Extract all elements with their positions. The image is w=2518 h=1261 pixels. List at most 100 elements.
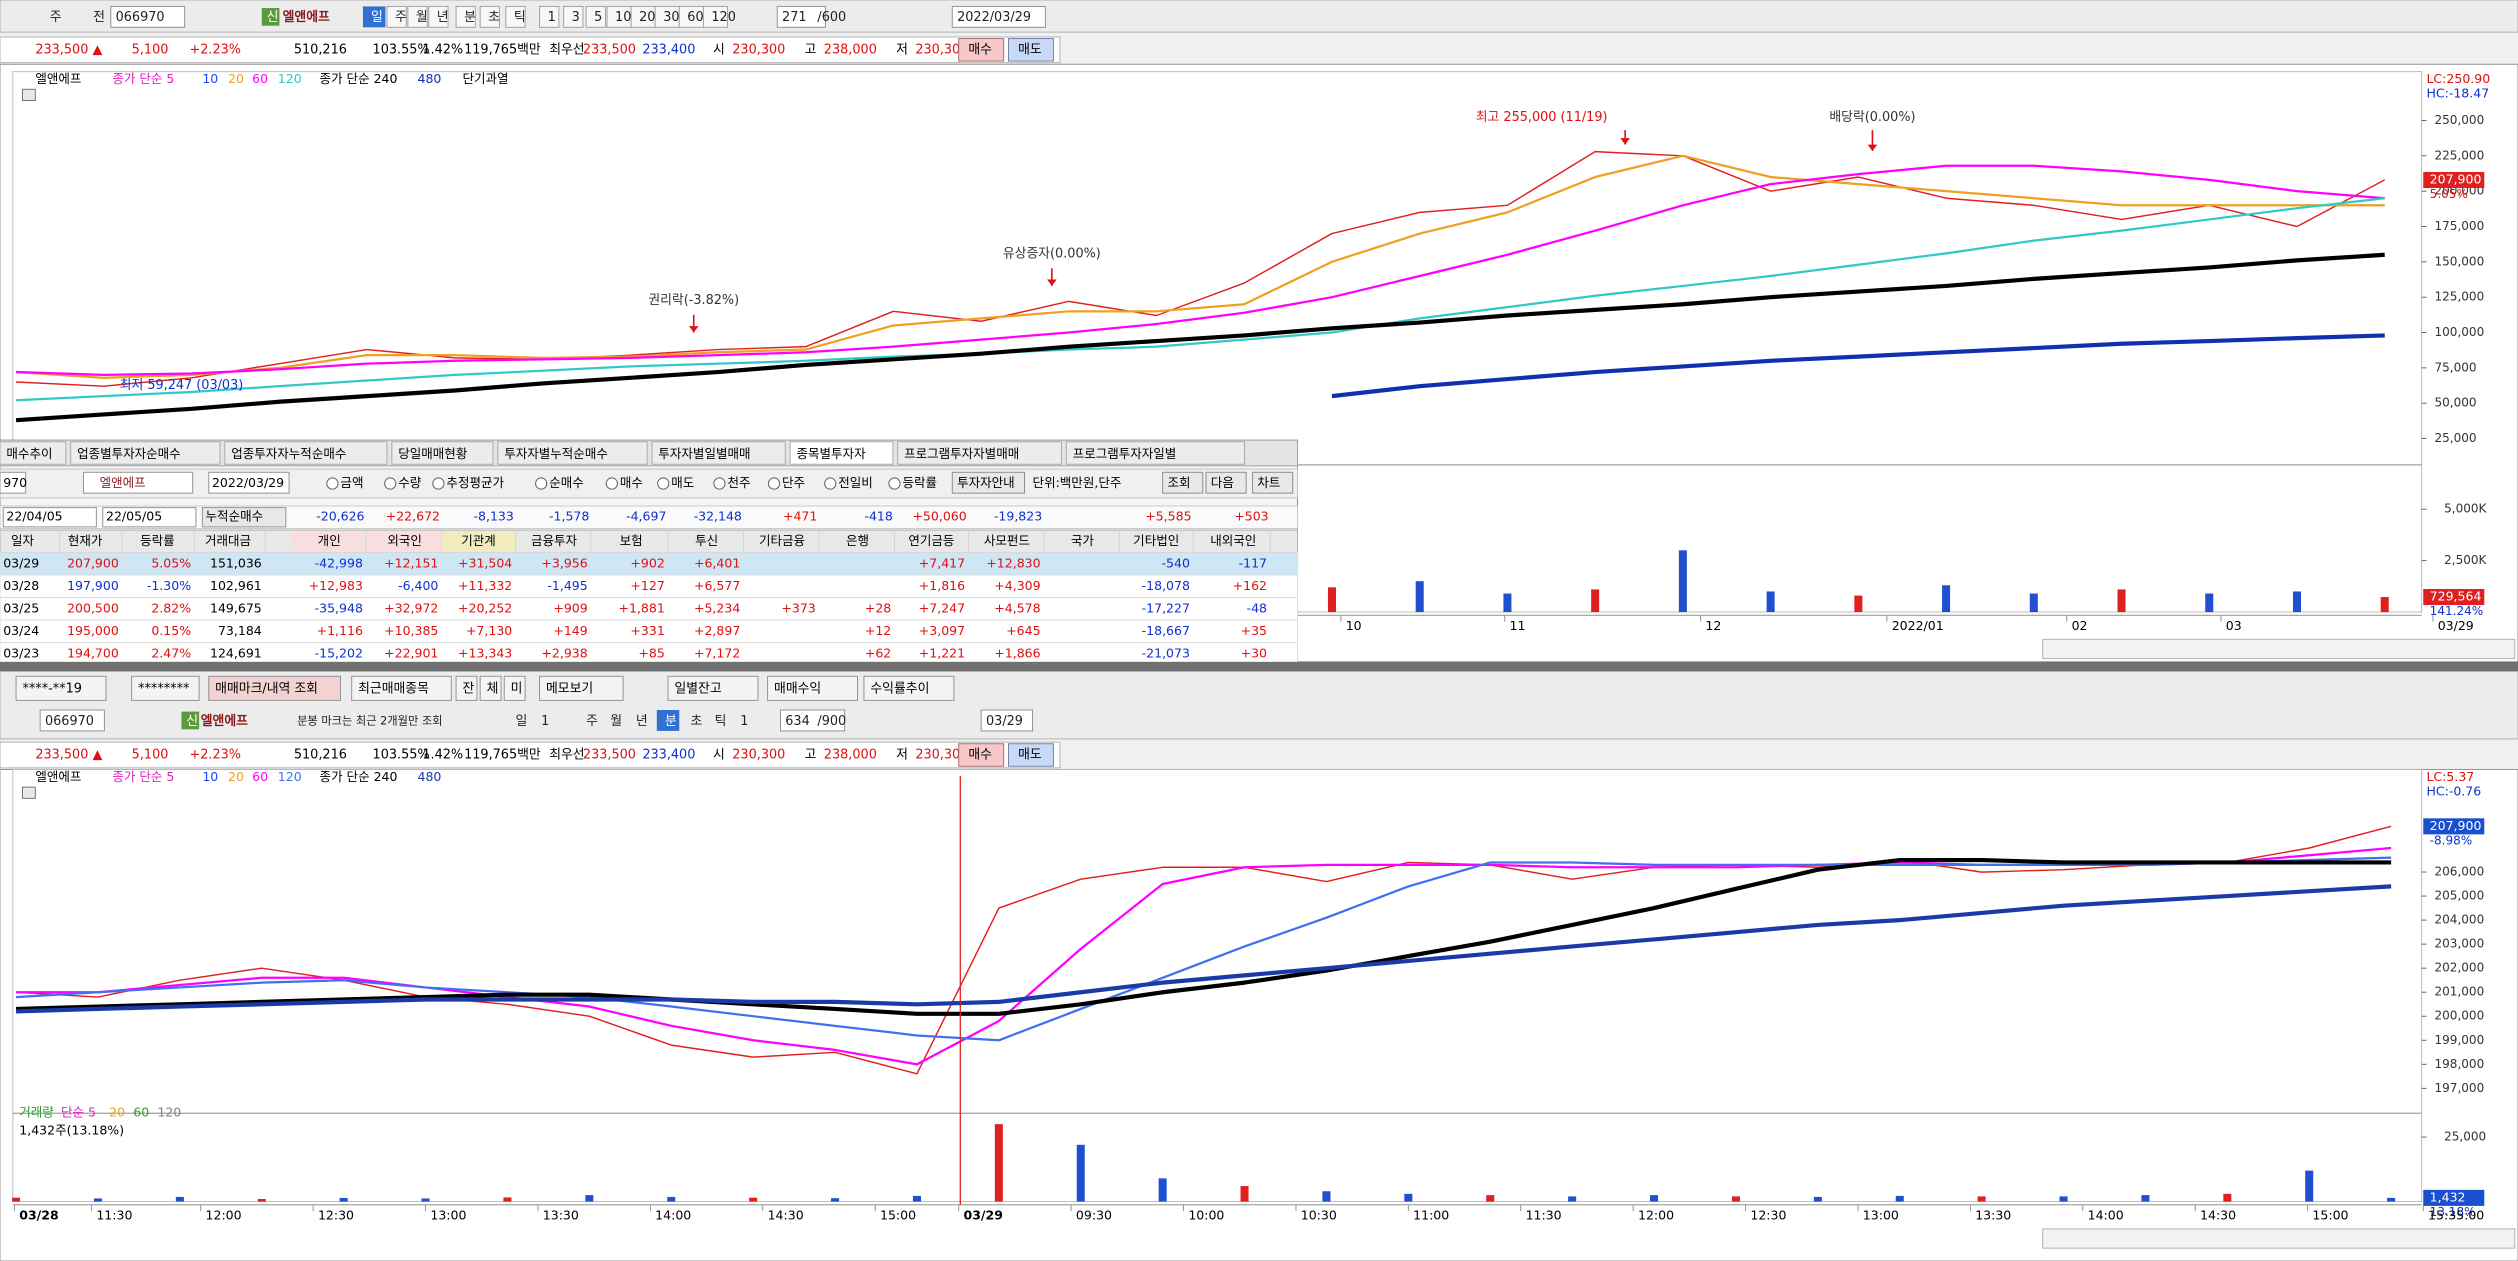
button[interactable] — [15, 675, 107, 701]
legend-icon[interactable] — [22, 786, 36, 799]
toolbar-item[interactable]: 월 — [416, 10, 428, 25]
toolbar-item[interactable]: 120 — [711, 10, 735, 25]
toolbar-item[interactable]: 5 — [594, 10, 602, 25]
toolbar-item[interactable]: 20 — [639, 10, 655, 25]
toolbar-item[interactable]: ******** — [138, 682, 190, 697]
toolbar-item[interactable]: /900 — [817, 714, 846, 729]
radio[interactable] — [605, 477, 618, 490]
button[interactable] — [1205, 471, 1247, 494]
quote-item[interactable]: 매도 — [1018, 42, 1042, 57]
input-box[interactable] — [779, 709, 846, 732]
sell-btn[interactable] — [1008, 38, 1054, 62]
button[interactable] — [131, 675, 200, 701]
tab-label[interactable]: 투자자별누적순매수 — [504, 446, 608, 461]
toolbar-item[interactable]: 066970 — [45, 714, 94, 729]
toolbar-item[interactable]: 1 — [548, 10, 556, 25]
radio[interactable] — [824, 477, 837, 490]
tab-label[interactable]: 매수추이 — [6, 446, 52, 461]
control-label[interactable]: 전일비 — [838, 475, 873, 490]
control-label[interactable]: 단위:백만원,단주 — [1033, 475, 1122, 490]
input-box[interactable] — [110, 5, 186, 28]
period-label[interactable]: 누적순매수 — [206, 509, 264, 524]
button[interactable] — [539, 675, 624, 701]
legend-icon[interactable] — [22, 88, 36, 102]
control-label[interactable]: 투자자안내 — [957, 475, 1015, 490]
toolbar-item[interactable]: 수익률추이 — [870, 682, 929, 697]
toolbar-item[interactable]: 신 — [186, 714, 198, 729]
button[interactable] — [1252, 471, 1294, 494]
toolbar-item[interactable]: 초 — [691, 714, 703, 729]
input-box[interactable] — [0, 471, 27, 494]
quote-item[interactable]: 매수 — [968, 747, 992, 762]
button[interactable] — [951, 471, 1026, 494]
button[interactable] — [1162, 471, 1204, 494]
period-label[interactable]: 22/04/05 — [6, 509, 62, 524]
quote-item[interactable]: 매수 — [968, 42, 992, 57]
period-btn[interactable] — [539, 5, 560, 28]
control-label[interactable]: 순매수 — [549, 475, 584, 490]
input-box[interactable] — [39, 709, 105, 732]
radio[interactable] — [657, 477, 670, 490]
toolbar-item[interactable]: 체 — [487, 682, 499, 697]
control-label[interactable]: 엘앤에프 — [100, 475, 146, 490]
toolbar-item[interactable]: 주 — [586, 714, 598, 729]
toolbar-item[interactable]: 3 — [572, 10, 580, 25]
toolbar-item[interactable]: 메모보기 — [546, 682, 593, 697]
control-label[interactable]: 금액 — [340, 475, 363, 490]
toolbar-item[interactable]: 2022/03/29 — [957, 10, 1031, 25]
period-btn[interactable] — [479, 5, 500, 28]
control-label[interactable]: 수량 — [398, 475, 422, 490]
quote-item[interactable]: 매도 — [1018, 747, 1042, 762]
input-box[interactable] — [102, 507, 197, 528]
toolbar-item[interactable]: 전 — [93, 10, 105, 25]
input-box[interactable] — [201, 507, 287, 528]
tab[interactable] — [224, 441, 388, 465]
toolbar-item[interactable]: 틱 — [514, 10, 526, 25]
period-label[interactable]: 22/05/05 — [106, 509, 162, 524]
control-label[interactable]: 매수 — [620, 475, 643, 490]
radio[interactable] — [535, 477, 548, 490]
control-label[interactable]: 매도 — [671, 475, 694, 490]
control-label[interactable]: 다음 — [1211, 475, 1234, 490]
button[interactable] — [767, 675, 859, 701]
control-label[interactable]: 천주 — [727, 475, 750, 490]
control-label[interactable]: 조회 — [1167, 475, 1190, 490]
toolbar-item[interactable]: 분 — [464, 10, 476, 25]
period-btn[interactable] — [407, 5, 428, 28]
toolbar-item[interactable]: 신 — [267, 10, 279, 25]
toolbar-item[interactable]: 03/29 — [986, 714, 1023, 729]
stock-name[interactable]: 엘앤에프 — [201, 713, 248, 729]
tab[interactable] — [0, 441, 67, 465]
sell-btn[interactable] — [1008, 743, 1054, 767]
toolbar-item[interactable]: ****-**19 — [22, 682, 81, 697]
button[interactable] — [863, 675, 955, 701]
radio[interactable] — [384, 477, 397, 490]
toolbar-item[interactable]: 초 — [488, 10, 500, 25]
tab-label[interactable]: 업종투자자누적순매수 — [231, 446, 346, 461]
toolbar-item[interactable]: 066970 — [116, 10, 165, 25]
toolbar-item[interactable]: 1 — [740, 714, 748, 729]
toolbar-item[interactable]: 최근매매종목 — [358, 682, 429, 697]
period-btn[interactable] — [455, 5, 476, 28]
tab-label[interactable]: 투자자별일별매매 — [658, 446, 750, 461]
toolbar-item[interactable]: 틱 — [715, 714, 727, 729]
button[interactable] — [208, 675, 341, 701]
tab[interactable] — [70, 441, 221, 465]
toolbar-item[interactable]: 634 — [785, 714, 809, 729]
period-btn[interactable] — [505, 5, 526, 28]
tab-label[interactable]: 업종별투자자순매수 — [77, 446, 181, 461]
toolbar-item[interactable]: 1 — [541, 714, 549, 729]
input-box[interactable] — [776, 5, 826, 28]
toolbar-item[interactable]: 일 — [515, 714, 527, 729]
toolbar-item[interactable]: 미 — [511, 682, 523, 697]
toolbar-item[interactable]: 월 — [610, 714, 622, 729]
toolbar-item[interactable]: 271 — [782, 10, 806, 25]
toolbar-item[interactable]: 60 — [687, 10, 703, 25]
button[interactable] — [479, 675, 502, 701]
button[interactable] — [503, 675, 526, 701]
toolbar-item[interactable]: 주 — [50, 10, 62, 25]
tab-label[interactable]: 프로그램투자자별매매 — [904, 446, 1019, 461]
toolbar-item[interactable]: 30 — [663, 10, 679, 25]
radio[interactable] — [888, 477, 901, 490]
control-label[interactable]: 추정평균가 — [446, 475, 504, 490]
